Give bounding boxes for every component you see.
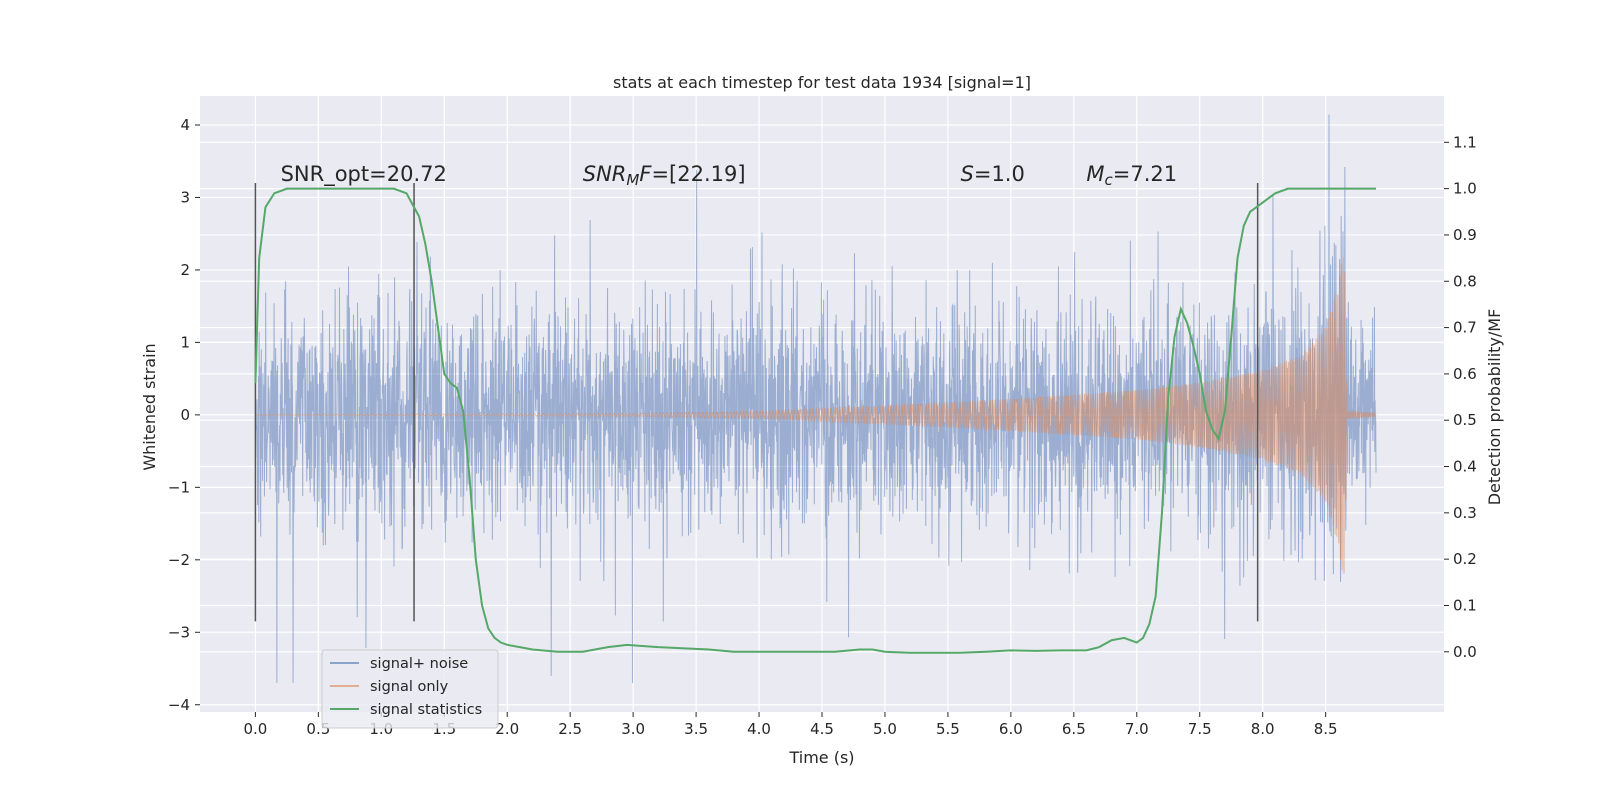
series-signal-only: [255, 256, 1377, 574]
y2-tick-label: 0.8: [1453, 272, 1477, 290]
y2-tick-label: 0.2: [1453, 550, 1477, 568]
series-signal-statistics: [254, 187, 1377, 654]
y-axis-title: Whitened strain: [140, 343, 159, 470]
y2-tick-label: 0.7: [1453, 319, 1477, 337]
y2-tick-label: 0.1: [1453, 596, 1477, 614]
x-tick-label: 3.0: [621, 720, 645, 738]
y-tick-label: −2: [168, 551, 190, 569]
y-tick-label: 3: [180, 188, 190, 206]
legend-box: [321, 649, 499, 729]
legend-label-signal-statistics: signal statistics: [370, 702, 482, 718]
y-tick-label: −4: [168, 696, 190, 714]
y-tick-label: 4: [180, 116, 190, 134]
legend-label-signal-only: signal only: [370, 679, 449, 695]
x-tick-label: 2.5: [558, 720, 582, 738]
x-tick-label: 5.5: [936, 720, 960, 738]
x-tick-label: 6.0: [999, 720, 1023, 738]
x-tick-label: 4.5: [810, 720, 834, 738]
y-tick-label: 1: [180, 333, 190, 351]
x-tick-label: 7.0: [1125, 720, 1149, 738]
x-tick-label: 4.0: [747, 720, 771, 738]
y2-tick-label: 0.3: [1453, 504, 1477, 522]
x-axis: 0.0 0.5 1.0 1.5 2.0 2.5 3.0 3.5 4.0 4.5 5.0 5.5 6.0 6…: [243, 712, 1338, 738]
x-axis-title: Time (s): [788, 748, 854, 767]
y2-tick-label: 0.5: [1453, 411, 1477, 429]
x-tick-label: 0.0: [243, 720, 267, 738]
x-tick-label: 5.0: [873, 720, 897, 738]
annotation-snr-opt: SNR_opt=20.72: [281, 162, 447, 187]
y-tick-label: −3: [168, 623, 190, 641]
annotations: SNR_opt=20.72 SNRMF=[22.19] S=1.0 Mc=7.21: [281, 162, 1178, 189]
y-tick-label: 2: [180, 261, 190, 279]
chart-title: stats at each timestep for test data 193…: [613, 73, 1031, 92]
y-tick-label: 0: [180, 406, 190, 424]
y2-tick-label: 1.0: [1453, 180, 1477, 198]
annotation-mc-value: Mc=7.21: [1086, 162, 1177, 189]
x-tick-label: 3.5: [684, 720, 708, 738]
y-tick-label: −1: [168, 478, 190, 496]
y2-tick-label: 1.1: [1453, 133, 1477, 151]
y2-axis-title: Detection probability/MF: [1485, 309, 1504, 506]
series-signal-noise: [254, 114, 1377, 684]
x-tick-label: 8.5: [1314, 720, 1338, 738]
annotation-s-value: S=1.0: [961, 162, 1025, 186]
x-tick-label: 6.5: [1062, 720, 1086, 738]
y-axis-left: 4 3 2 1 0 −1 −2 −3 −4: [168, 116, 200, 714]
y2-tick-label: 0.6: [1453, 365, 1477, 383]
y2-tick-label: 0.4: [1453, 458, 1477, 476]
legend-label-signal-noise: signal+ noise: [370, 656, 468, 672]
annotation-snr-mf: SNRMF=[22.19]: [583, 162, 746, 189]
x-tick-label: 8.0: [1251, 720, 1275, 738]
x-tick-label: 7.5: [1188, 720, 1212, 738]
y-axis-right: 1.1 1.0 0.9 0.8 0.7 0.6 0.5 0.4 0.3 0.2 0.1 0.0: [1444, 133, 1477, 661]
x-tick-label: 2.0: [495, 720, 519, 738]
legend: signal+ noise signal only signal statist…: [321, 649, 499, 729]
vlines: [254, 182, 1259, 622]
y2-tick-label: 0.0: [1453, 643, 1477, 661]
y2-tick-label: 0.9: [1453, 226, 1477, 244]
